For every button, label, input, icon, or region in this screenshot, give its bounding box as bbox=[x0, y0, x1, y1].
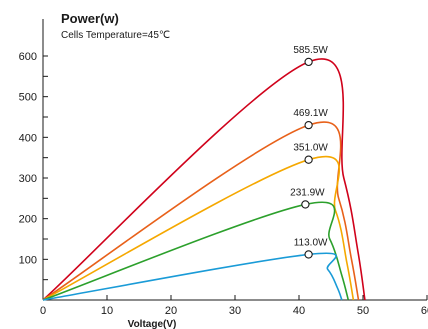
y-tick-label: 500 bbox=[19, 92, 37, 104]
x-tick-label: 10 bbox=[101, 305, 113, 317]
x-tick-label: 0 bbox=[40, 305, 46, 317]
series-line bbox=[42, 121, 360, 301]
series-3: 231.9W bbox=[42, 187, 350, 301]
x-tick-label: 20 bbox=[165, 305, 177, 317]
x-axis-label: Voltage(V) bbox=[128, 319, 177, 329]
series-line bbox=[42, 155, 355, 301]
chart-title: Power(w) bbox=[61, 11, 119, 26]
x-tick-label: 40 bbox=[293, 305, 305, 317]
series-line bbox=[42, 58, 366, 301]
series-2: 351.0W bbox=[42, 143, 355, 301]
chart-subtitle: Cells Temperature=45℃ bbox=[61, 30, 170, 41]
series-0: 585.5W bbox=[42, 45, 366, 301]
series-4: 113.0W bbox=[42, 237, 343, 301]
peak-marker bbox=[304, 120, 313, 130]
peak-power-label: 351.0W bbox=[293, 143, 328, 154]
peak-marker bbox=[304, 155, 313, 164]
axes: 100 200 300 400 500 600 0 10 20 30 40 50 60 bbox=[19, 19, 428, 317]
x-tick-label: 50 bbox=[357, 305, 369, 317]
y-tick-label: 300 bbox=[19, 173, 37, 185]
peak-marker bbox=[304, 57, 313, 67]
x-tick-label: 30 bbox=[229, 305, 241, 317]
series-1: 469.1W bbox=[42, 108, 360, 301]
peak-power-label: 585.5W bbox=[293, 45, 328, 56]
peak-power-label: 231.9W bbox=[290, 187, 325, 198]
peak-power-label: 469.1W bbox=[293, 108, 328, 119]
peak-marker bbox=[304, 250, 313, 259]
x-tick-label: 60 bbox=[421, 305, 428, 317]
series-group: 585.5W 469.1W 351.0W 231.9W 113.0W bbox=[42, 45, 366, 301]
y-tick-label: 600 bbox=[19, 51, 37, 63]
peak-marker bbox=[301, 200, 310, 209]
y-tick-label: 100 bbox=[19, 254, 37, 266]
series-line bbox=[42, 252, 343, 301]
series-line bbox=[42, 201, 350, 301]
y-tick-label: 200 bbox=[19, 214, 37, 226]
peak-power-label: 113.0W bbox=[294, 237, 328, 248]
y-tick-label: 400 bbox=[19, 132, 37, 144]
